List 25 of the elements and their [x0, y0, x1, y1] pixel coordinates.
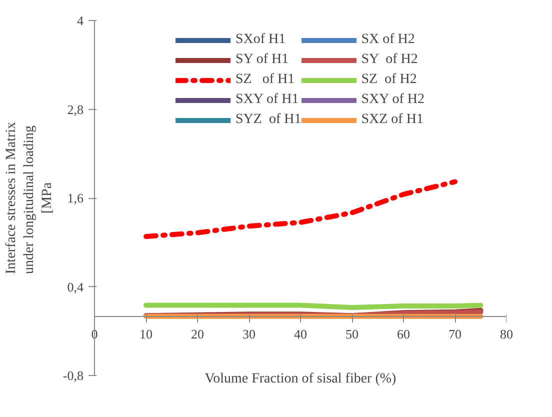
legend-label: SX of H2 [361, 32, 415, 48]
x-axis-title: Volume Fraction of sisal fiber (%) [204, 372, 397, 386]
x-tick-label: 80 [500, 326, 513, 342]
legend-label: SXY of H2 [361, 92, 424, 108]
legend-label: SXof H1 [236, 32, 286, 48]
x-tick-label: 10 [140, 326, 152, 342]
y-axis-title: Interface stresses in Matrix under longitudinal loading [MPa [4, 122, 55, 274]
x-tick-label: 20 [191, 326, 204, 342]
x-tick-label: 50 [346, 326, 358, 342]
y-tick-label: 1,6 [67, 190, 84, 206]
legend-label: SY of H2 [361, 52, 418, 68]
x-tick-label: 70 [448, 326, 462, 342]
legend-label: SYZ of H1 [236, 112, 302, 128]
x-tick-label: 40 [294, 326, 307, 342]
y-tick-label: 0,4 [67, 279, 84, 294]
x-tick-label: 30 [242, 326, 256, 342]
legend-label: SZ of H2 [361, 72, 417, 88]
y-tick-label: 2,8 [67, 102, 84, 117]
y-tick-label: -0,8 [62, 368, 84, 383]
y-tick-label: 4 [77, 13, 84, 28]
x-tick-label: 60 [397, 326, 410, 342]
legend-label: SY of H1 [236, 52, 289, 68]
legend-label: SZ of H1 [236, 72, 295, 88]
legend-label: SXY of H1 [236, 92, 299, 108]
legend-label: SXZ of H1 [361, 112, 424, 128]
